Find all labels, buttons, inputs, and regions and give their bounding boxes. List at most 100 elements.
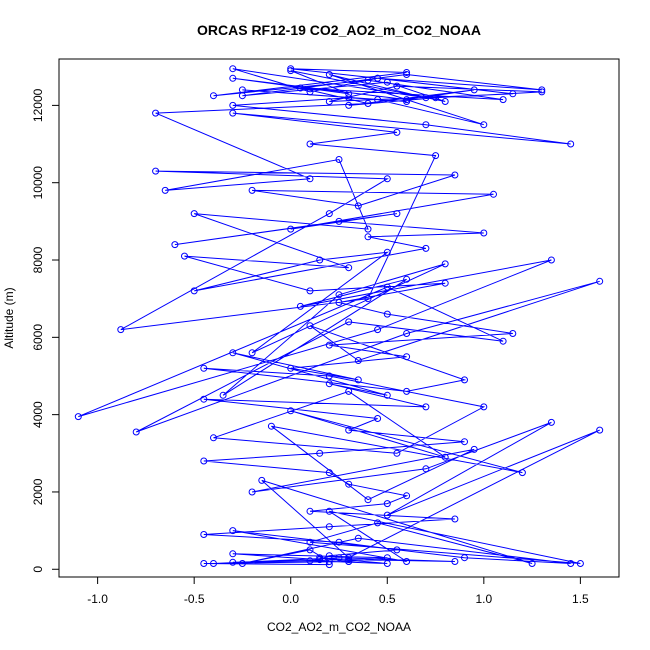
data-point xyxy=(181,252,188,260)
data-point xyxy=(374,519,382,527)
data-point xyxy=(490,190,497,198)
data-point xyxy=(306,175,314,183)
data-point xyxy=(200,560,208,567)
data-point xyxy=(422,244,430,252)
data-point xyxy=(383,248,391,256)
data-point xyxy=(364,76,372,84)
data-point xyxy=(451,558,459,565)
data-point xyxy=(364,496,372,504)
data-point xyxy=(200,531,208,538)
data-point xyxy=(238,560,246,567)
data-point xyxy=(316,256,324,264)
data-point xyxy=(441,98,449,105)
series-layer xyxy=(74,65,604,569)
data-point xyxy=(596,277,604,285)
data-point xyxy=(461,376,468,384)
data-point xyxy=(383,391,391,399)
x-axis-label: CO2_AO2_m_CO2_NOAA xyxy=(267,620,411,634)
data-point xyxy=(364,233,372,241)
y-axis-label: Altitude (m) xyxy=(2,287,16,348)
data-point xyxy=(403,353,411,361)
data-point xyxy=(306,322,314,330)
chart-title: ORCAS RF12-19 CO2_AO2_m_CO2_NOAA xyxy=(197,22,481,38)
data-point xyxy=(287,364,295,372)
data-point xyxy=(258,476,266,484)
data-point xyxy=(403,98,411,105)
data-point xyxy=(117,326,125,334)
data-point xyxy=(200,457,208,465)
data-point xyxy=(364,225,372,233)
data-point xyxy=(383,511,391,519)
data-point xyxy=(547,256,555,264)
data-point xyxy=(345,94,353,102)
data-point xyxy=(325,98,333,105)
data-point xyxy=(229,65,237,73)
data-point xyxy=(74,413,82,421)
y-tick-label: 10000 xyxy=(31,166,45,200)
data-point xyxy=(325,552,333,560)
data-point xyxy=(248,488,256,496)
x-tick-label: 1.5 xyxy=(572,592,589,606)
data-point xyxy=(432,94,440,102)
data-point xyxy=(152,167,160,175)
data-point xyxy=(306,140,314,148)
data-point xyxy=(383,283,391,291)
data-point xyxy=(461,554,468,562)
data-point xyxy=(509,330,517,337)
y-tick-label: 12000 xyxy=(31,88,45,122)
data-point xyxy=(345,90,353,98)
x-tick-label: -1.0 xyxy=(87,592,108,606)
data-point xyxy=(238,92,246,100)
data-point xyxy=(403,275,411,283)
data-point xyxy=(325,210,333,218)
data-point xyxy=(335,291,343,299)
data-point xyxy=(393,128,401,136)
data-point xyxy=(403,387,411,395)
data-point xyxy=(499,337,507,345)
data-point xyxy=(451,171,459,179)
data-point xyxy=(335,217,343,225)
x-tick-label: 0.0 xyxy=(282,592,299,606)
data-point xyxy=(335,554,343,562)
data-point xyxy=(480,121,488,129)
data-point xyxy=(470,445,478,453)
data-point xyxy=(528,560,536,567)
data-point xyxy=(296,84,304,92)
data-point xyxy=(345,558,353,565)
data-point xyxy=(325,507,333,515)
data-point xyxy=(354,357,362,364)
data-point xyxy=(441,279,449,287)
data-point xyxy=(161,186,169,194)
data-point xyxy=(441,260,449,268)
data-point xyxy=(345,387,353,395)
data-point xyxy=(316,554,324,562)
data-point xyxy=(132,428,140,436)
data-point xyxy=(374,96,382,104)
data-point xyxy=(296,302,304,310)
data-point xyxy=(152,109,160,117)
y-tick-label: 0 xyxy=(31,566,45,573)
data-point xyxy=(383,560,391,567)
data-point xyxy=(229,349,237,357)
data-point xyxy=(596,426,604,434)
series-line xyxy=(78,68,600,566)
data-point xyxy=(403,492,411,500)
data-point xyxy=(480,403,488,411)
data-point xyxy=(422,403,430,411)
data-point xyxy=(403,330,411,337)
data-point xyxy=(325,372,333,380)
data-point xyxy=(354,376,362,384)
x-tick-label: 1.0 xyxy=(475,592,492,606)
data-point xyxy=(374,74,382,82)
data-point xyxy=(325,71,333,78)
data-point xyxy=(306,507,314,515)
y-axis: 0 2000 4000 6000 8000 10000 12000 xyxy=(31,88,60,573)
data-point xyxy=(229,109,237,117)
data-point xyxy=(403,71,411,78)
x-tick-label: 0.5 xyxy=(379,592,396,606)
data-point xyxy=(219,391,227,399)
data-point xyxy=(538,86,546,94)
data-point xyxy=(306,546,314,554)
data-point xyxy=(345,318,353,326)
